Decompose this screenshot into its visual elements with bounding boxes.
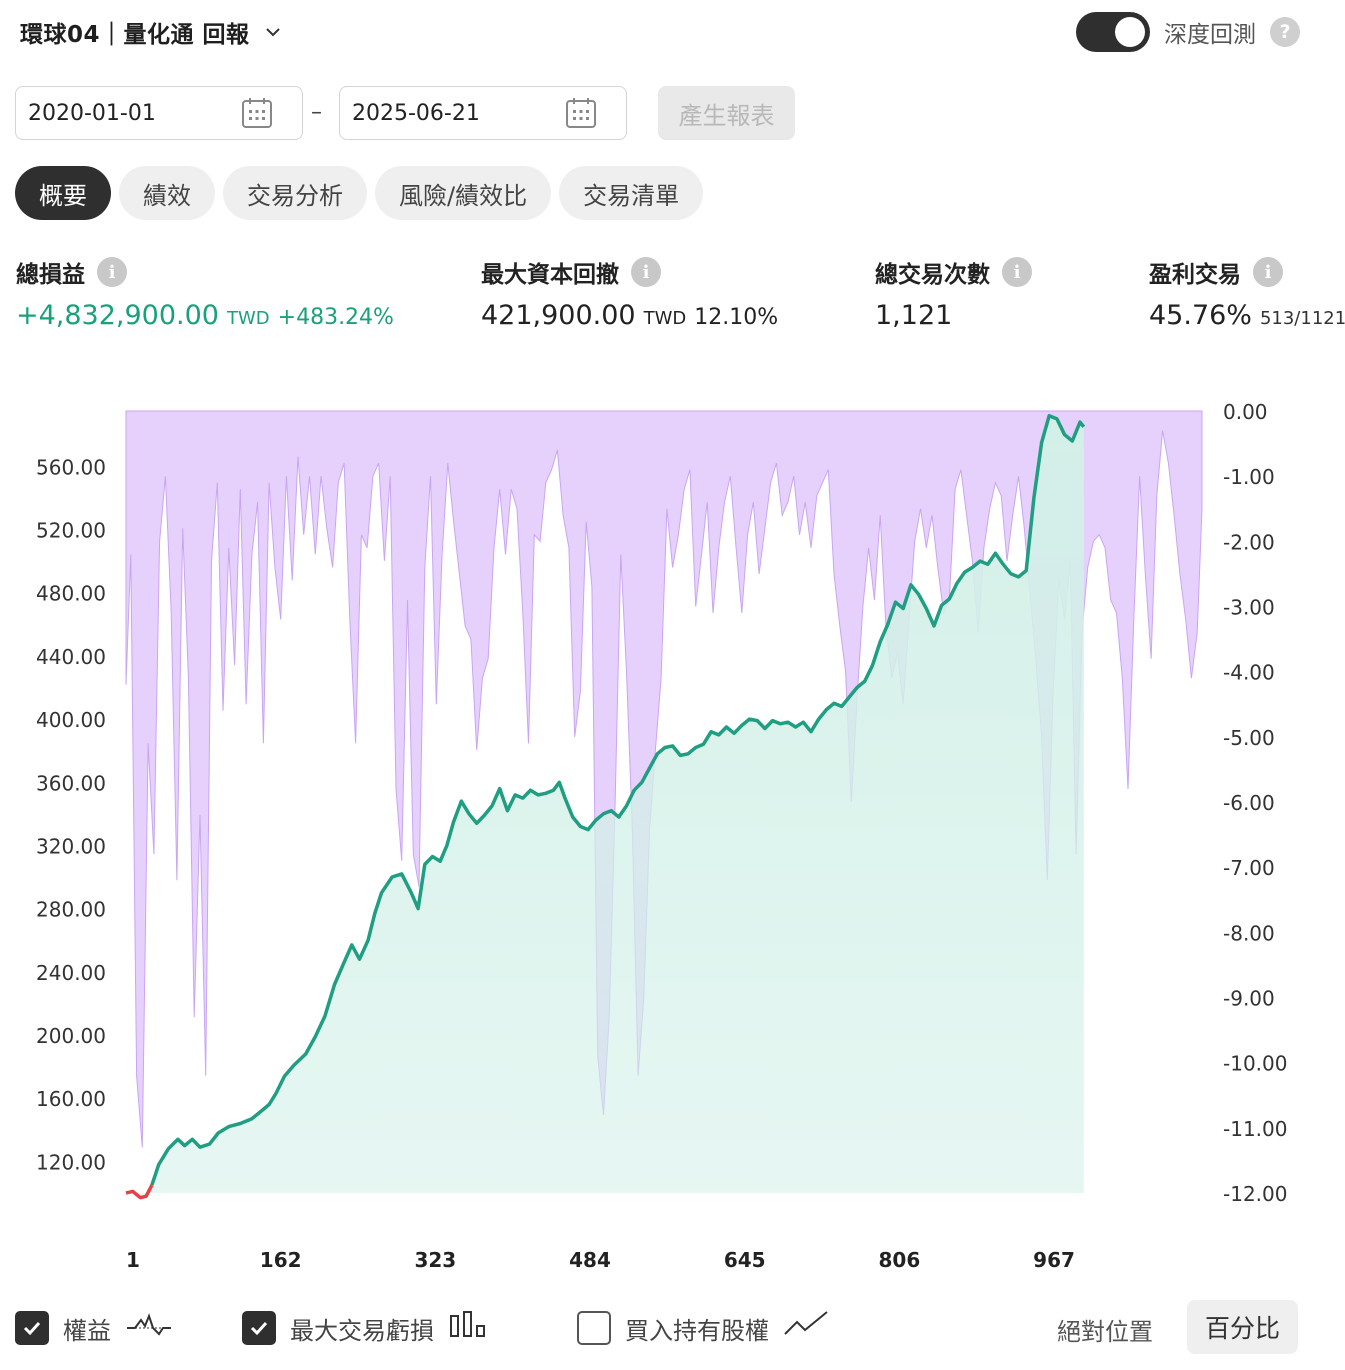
equity-checkbox[interactable] <box>15 1311 49 1345</box>
max-loss-checkbox[interactable] <box>242 1311 276 1345</box>
stat-percent: 12.10% <box>694 305 779 330</box>
stat-max-drawdown: 最大資本回撤 i 421,900.00 TWD 12.10% <box>481 252 778 331</box>
left-tick-label: 520.00 <box>36 518 106 542</box>
right-tick-label: -4.00 <box>1223 661 1275 685</box>
x-tick-label: 484 <box>569 1248 611 1272</box>
stat-label: 盈利交易 <box>1149 262 1241 288</box>
bar-chart-icon <box>448 1310 488 1346</box>
right-tick-label: -8.00 <box>1223 921 1275 945</box>
stat-label: 最大資本回撤 <box>481 262 619 288</box>
left-tick-label: 560.00 <box>36 455 106 479</box>
stat-sub-value: 513/1121 <box>1259 308 1345 329</box>
right-tick-label: -3.00 <box>1223 596 1275 620</box>
stat-unit: TWD <box>643 308 687 329</box>
calendar-icon[interactable] <box>238 94 276 132</box>
right-tick-label: -1.00 <box>1223 465 1275 489</box>
start-date-input[interactable] <box>28 100 238 126</box>
info-icon[interactable]: i <box>97 257 127 287</box>
x-tick-label: 323 <box>414 1248 456 1272</box>
tab-overview[interactable]: 概要 <box>15 166 111 220</box>
left-tick-label: 320.00 <box>36 834 106 858</box>
stat-percent: +483.24% <box>277 305 394 330</box>
absolute-position-toggle[interactable]: 絕對位置 <box>1057 1318 1153 1346</box>
trend-line-icon <box>783 1310 829 1346</box>
right-tick-label: -12.00 <box>1223 1182 1287 1206</box>
stat-total-trades: 總交易次數 i 1,121 <box>875 252 1032 331</box>
right-tick-label: -6.00 <box>1223 791 1275 815</box>
legend-max-trade-loss[interactable]: 最大交易虧損 <box>242 1310 488 1346</box>
x-axis: 1 162 323 484 645 806 967 <box>126 1248 1075 1272</box>
stat-unit: TWD <box>226 308 270 329</box>
left-tick-label: 160.00 <box>36 1087 106 1111</box>
legend-equity-label: 權益 <box>63 1316 111 1345</box>
stat-win-trades: 盈利交易 i 45.76% 513/1121 <box>1149 252 1345 331</box>
chart-legend: 權益 最大交易虧損 買入持有股權 絕對位置 百分比 <box>0 1300 1345 1358</box>
right-tick-label: -2.00 <box>1223 530 1275 554</box>
help-icon[interactable]: ? <box>1270 17 1300 47</box>
x-tick-label: 806 <box>879 1248 921 1272</box>
legend-equity[interactable]: 權益 <box>15 1310 173 1346</box>
stat-value: 421,900.00 <box>481 300 636 331</box>
page-title: 環球04｜量化通 回報 <box>20 22 250 48</box>
right-tick-label: -10.00 <box>1223 1052 1287 1076</box>
stat-value: +4,832,900.00 <box>16 300 219 331</box>
equity-series <box>125 413 1086 1200</box>
left-tick-label: 200.00 <box>36 1024 106 1048</box>
chevron-down-icon[interactable] <box>260 19 286 45</box>
left-tick-label: 400.00 <box>36 708 106 732</box>
equity-drawdown-chart[interactable]: 120.00 160.00 200.00 240.00 280.00 320.00 360.… <box>0 380 1345 1290</box>
x-tick-label: 1 <box>126 1248 140 1272</box>
toggle-knob <box>1115 17 1145 47</box>
info-icon[interactable]: i <box>1253 257 1283 287</box>
start-date-field[interactable] <box>15 86 303 140</box>
generate-report-button[interactable]: 產生報表 <box>658 86 795 140</box>
right-tick-label: -5.00 <box>1223 726 1275 750</box>
equity-line-negative <box>125 1184 154 1200</box>
info-icon[interactable]: i <box>1002 257 1032 287</box>
date-range-separator: – <box>311 100 322 125</box>
stat-value: 45.76% <box>1149 300 1252 331</box>
x-tick-label: 162 <box>260 1248 302 1272</box>
stat-label: 總交易次數 <box>875 262 990 288</box>
tab-performance[interactable]: 績效 <box>119 166 215 220</box>
right-axis: 0.00 -1.00 -2.00 -3.00 -4.00 -5.00 -6.00 -7.00 -… <box>1223 400 1287 1206</box>
buy-hold-checkbox[interactable] <box>577 1311 611 1345</box>
depth-backtest-label: 深度回測 <box>1164 22 1256 48</box>
end-date-field[interactable] <box>339 86 627 140</box>
percent-button[interactable]: 百分比 <box>1187 1300 1298 1354</box>
stat-value: 1,121 <box>875 300 953 331</box>
legend-max-loss-label: 最大交易虧損 <box>290 1316 434 1345</box>
depth-backtest-toggle[interactable] <box>1076 12 1150 52</box>
right-tick-label: 0.00 <box>1223 400 1268 424</box>
tab-trade-list[interactable]: 交易清單 <box>559 166 704 220</box>
left-tick-label: 120.00 <box>36 1150 106 1174</box>
legend-buy-hold[interactable]: 買入持有股權 <box>577 1310 829 1346</box>
stat-label: 總損益 <box>16 262 85 288</box>
calendar-icon[interactable] <box>562 94 600 132</box>
legend-buy-hold-label: 買入持有股權 <box>625 1316 769 1345</box>
info-icon[interactable]: i <box>631 257 661 287</box>
tab-trade-analysis[interactable]: 交易分析 <box>223 166 367 220</box>
tab-risk-ratio[interactable]: 風險/績效比 <box>375 166 552 220</box>
left-axis: 120.00 160.00 200.00 240.00 280.00 320.00 360.… <box>36 455 106 1174</box>
end-date-input[interactable] <box>352 100 562 126</box>
equity-line <box>150 413 1086 1186</box>
left-tick-label: 280.00 <box>36 898 106 922</box>
x-tick-label: 967 <box>1033 1248 1075 1272</box>
left-tick-label: 480.00 <box>36 582 106 606</box>
tab-bar: 概要 績效 交易分析 風險/績效比 交易清單 <box>15 166 704 220</box>
right-tick-label: -11.00 <box>1223 1117 1287 1141</box>
stat-total-pnl: 總損益 i +4,832,900.00 TWD +483.24% <box>16 252 394 331</box>
right-tick-label: -7.00 <box>1223 856 1275 880</box>
left-tick-label: 360.00 <box>36 771 106 795</box>
equity-area <box>126 415 1084 1198</box>
equity-line-icon <box>125 1310 173 1346</box>
right-tick-label: -9.00 <box>1223 987 1275 1011</box>
left-tick-label: 240.00 <box>36 961 106 985</box>
x-tick-label: 645 <box>724 1248 766 1272</box>
left-tick-label: 440.00 <box>36 645 106 669</box>
title-row[interactable]: 環球04｜量化通 回報 <box>20 14 286 50</box>
depth-backtest-control: 深度回測 ? <box>1076 12 1300 52</box>
